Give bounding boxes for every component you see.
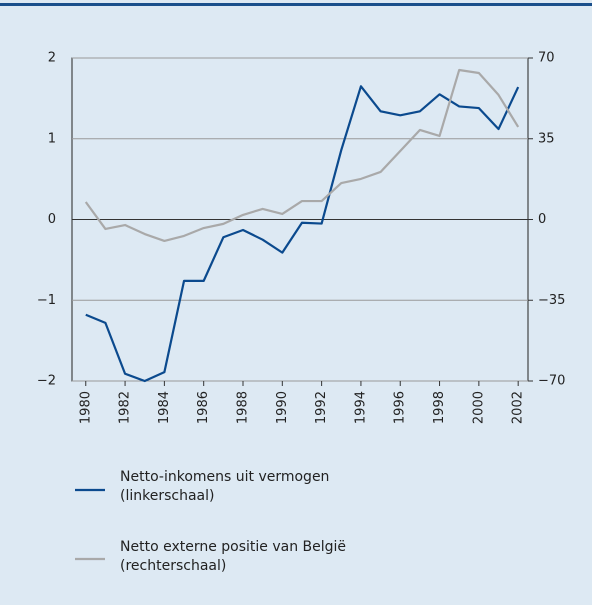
y-tick-label: 0 [48, 212, 56, 227]
x-tick-label: 1994 [353, 391, 368, 424]
x-tick-label: 2002 [511, 391, 526, 424]
x-tick-label: 1984 [157, 391, 172, 424]
x-tick-label: 2000 [471, 391, 486, 424]
y-tick-label: 1 [48, 131, 56, 146]
y2-tick-label: 0 [538, 212, 546, 227]
series-line [84, 68, 520, 243]
y2-tick-label: 70 [538, 51, 555, 66]
series-line [85, 85, 520, 383]
x-tick-label: 1998 [432, 391, 447, 424]
x-tick-label: 1990 [275, 391, 290, 424]
y2-tick-label: −70 [538, 374, 565, 389]
x-tick-label: 1988 [236, 391, 251, 424]
x-tick-label: 1980 [78, 391, 93, 424]
y-tick-label: −2 [37, 374, 56, 389]
legend-label: Netto externe positie van België (rechte… [120, 539, 347, 574]
legend-label: Netto-inkomens uit vermogen (linkerschaa… [120, 469, 330, 504]
y2-tick-label: 35 [538, 131, 555, 146]
x-tick-label: 1986 [196, 391, 211, 424]
x-tick-label: 1982 [118, 391, 133, 424]
x-tick-label: 1992 [314, 391, 329, 424]
top-rule [0, 3, 592, 6]
y2-tick-label: −35 [538, 293, 565, 308]
y-tick-label: 2 [48, 51, 56, 66]
y-tick-label: −1 [37, 293, 56, 308]
x-tick-label: 1996 [393, 391, 408, 424]
